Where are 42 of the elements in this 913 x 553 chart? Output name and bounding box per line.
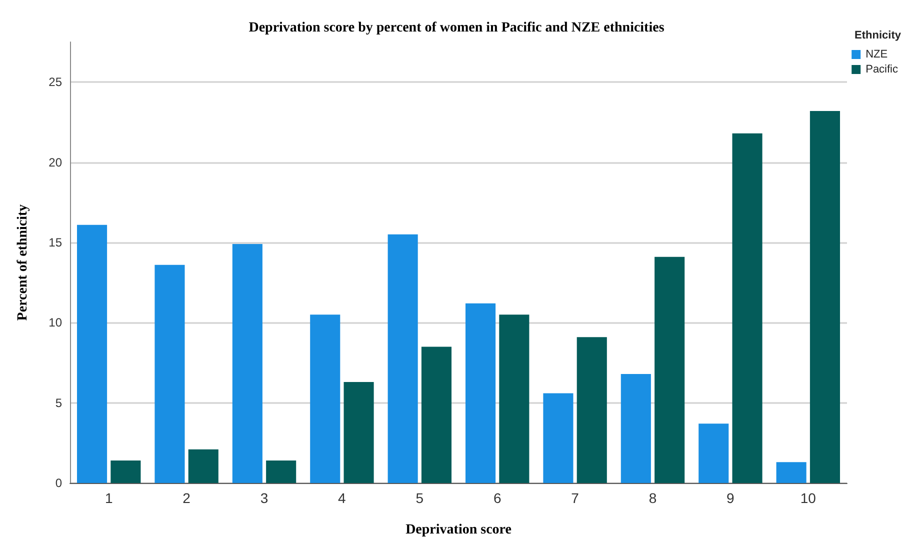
y-tick-label: 25 — [48, 75, 62, 90]
bar — [732, 133, 762, 483]
chart-title: Deprivation score by percent of women in Pacific and NZE ethnicities — [248, 20, 665, 36]
bar — [499, 314, 530, 483]
bar — [76, 224, 108, 483]
x-tick-label: 10 — [800, 490, 816, 506]
x-tick-label: 5 — [416, 490, 424, 506]
y-tick-label: 5 — [55, 396, 62, 410]
x-axis-title: Deprivation score — [406, 522, 512, 538]
bar — [154, 264, 185, 483]
x-tick-label: 4 — [338, 490, 346, 506]
legend-label: Pacific — [866, 64, 898, 76]
bar — [698, 424, 729, 483]
bar — [188, 449, 218, 483]
bar — [310, 314, 340, 483]
y-tick-label: 15 — [48, 235, 62, 250]
x-tick-label: 9 — [726, 490, 735, 506]
bar — [388, 234, 418, 483]
bar — [576, 337, 607, 483]
legend-label: NZE — [866, 48, 888, 60]
bar — [110, 460, 141, 483]
bar — [654, 256, 685, 483]
x-tick-label: 2 — [182, 490, 191, 506]
y-axis-title: Percent of ethnicity — [16, 204, 30, 321]
bar — [421, 346, 452, 483]
x-tick-label: 7 — [571, 490, 580, 506]
bar — [266, 460, 296, 483]
bar — [344, 382, 374, 483]
y-tick-label: 0 — [55, 476, 62, 490]
x-tick-label: 6 — [493, 490, 502, 506]
y-tick-label: 10 — [48, 316, 62, 330]
bar — [543, 393, 574, 483]
x-tick-label: 1 — [104, 490, 113, 506]
bar — [810, 110, 840, 483]
x-tick-label: 8 — [648, 490, 657, 506]
legend-title: Ethnicity — [854, 30, 902, 42]
bar — [232, 244, 262, 483]
x-tick-label: 3 — [260, 490, 268, 506]
bar — [776, 462, 806, 483]
bar — [465, 303, 496, 483]
bar — [620, 374, 651, 483]
y-tick-label: 20 — [48, 155, 62, 170]
